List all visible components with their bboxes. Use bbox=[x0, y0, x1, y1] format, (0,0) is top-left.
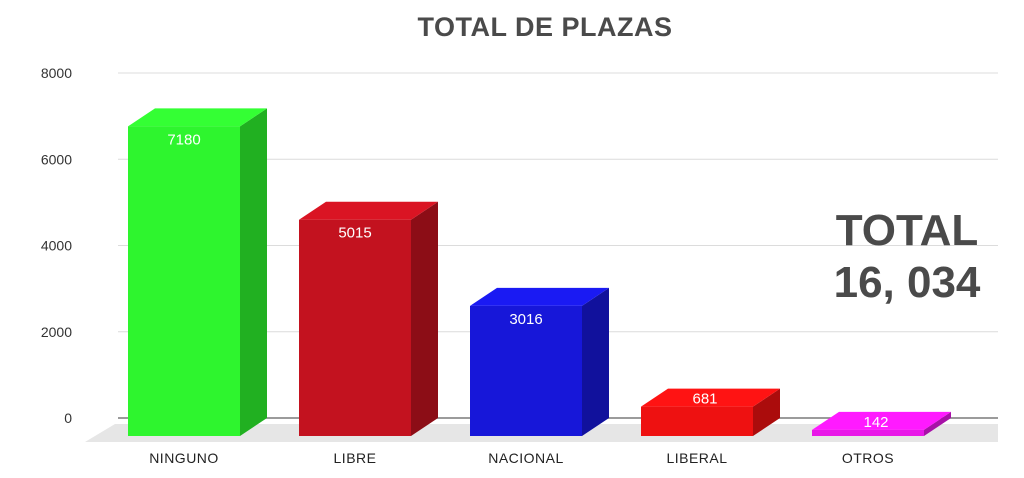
bar-top bbox=[812, 411, 951, 430]
total-annotation-label: TOTAL bbox=[835, 206, 979, 255]
bar: 3016 bbox=[470, 287, 609, 436]
bar-front bbox=[299, 219, 411, 436]
chart-title: TOTAL DE PLAZAS bbox=[417, 12, 673, 42]
bar-side bbox=[411, 201, 438, 436]
bar-top bbox=[470, 287, 609, 306]
x-tick-label: OTROS bbox=[842, 450, 894, 466]
bar-side bbox=[753, 388, 780, 436]
x-tick-label: LIBERAL bbox=[666, 450, 727, 466]
bar-front bbox=[641, 406, 753, 436]
y-tick-label: 8000 bbox=[41, 65, 72, 81]
data-label: 5015 bbox=[338, 225, 371, 242]
data-label: 3016 bbox=[509, 311, 542, 328]
x-tick-label: NACIONAL bbox=[488, 450, 564, 466]
bar-front bbox=[128, 126, 240, 437]
data-label: 142 bbox=[863, 414, 888, 431]
x-tick-label: LIBRE bbox=[334, 450, 377, 466]
bar: 681 bbox=[641, 388, 780, 436]
bar-front bbox=[812, 429, 924, 436]
bar-top bbox=[299, 201, 438, 220]
bar-side bbox=[582, 287, 609, 436]
y-tick-label: 4000 bbox=[41, 238, 72, 254]
total-annotation-value: 16, 034 bbox=[833, 258, 981, 307]
bar: 5015 bbox=[299, 201, 438, 436]
bar-top bbox=[641, 388, 780, 407]
y-tick-label: 6000 bbox=[41, 151, 72, 167]
x-tick-label: NINGUNO bbox=[149, 450, 219, 466]
bar: 142 bbox=[812, 411, 951, 436]
y-tick-label: 0 bbox=[64, 410, 72, 426]
data-label: 681 bbox=[692, 391, 717, 408]
total-annotation: TOTAL 16, 034 bbox=[822, 205, 992, 309]
bar-top bbox=[128, 108, 267, 127]
y-tick-label: 2000 bbox=[41, 324, 72, 340]
bar-side bbox=[240, 108, 267, 437]
data-label: 7180 bbox=[167, 131, 200, 148]
bar-front bbox=[470, 305, 582, 436]
bar: 7180 bbox=[128, 108, 267, 437]
bar-side bbox=[924, 411, 951, 436]
